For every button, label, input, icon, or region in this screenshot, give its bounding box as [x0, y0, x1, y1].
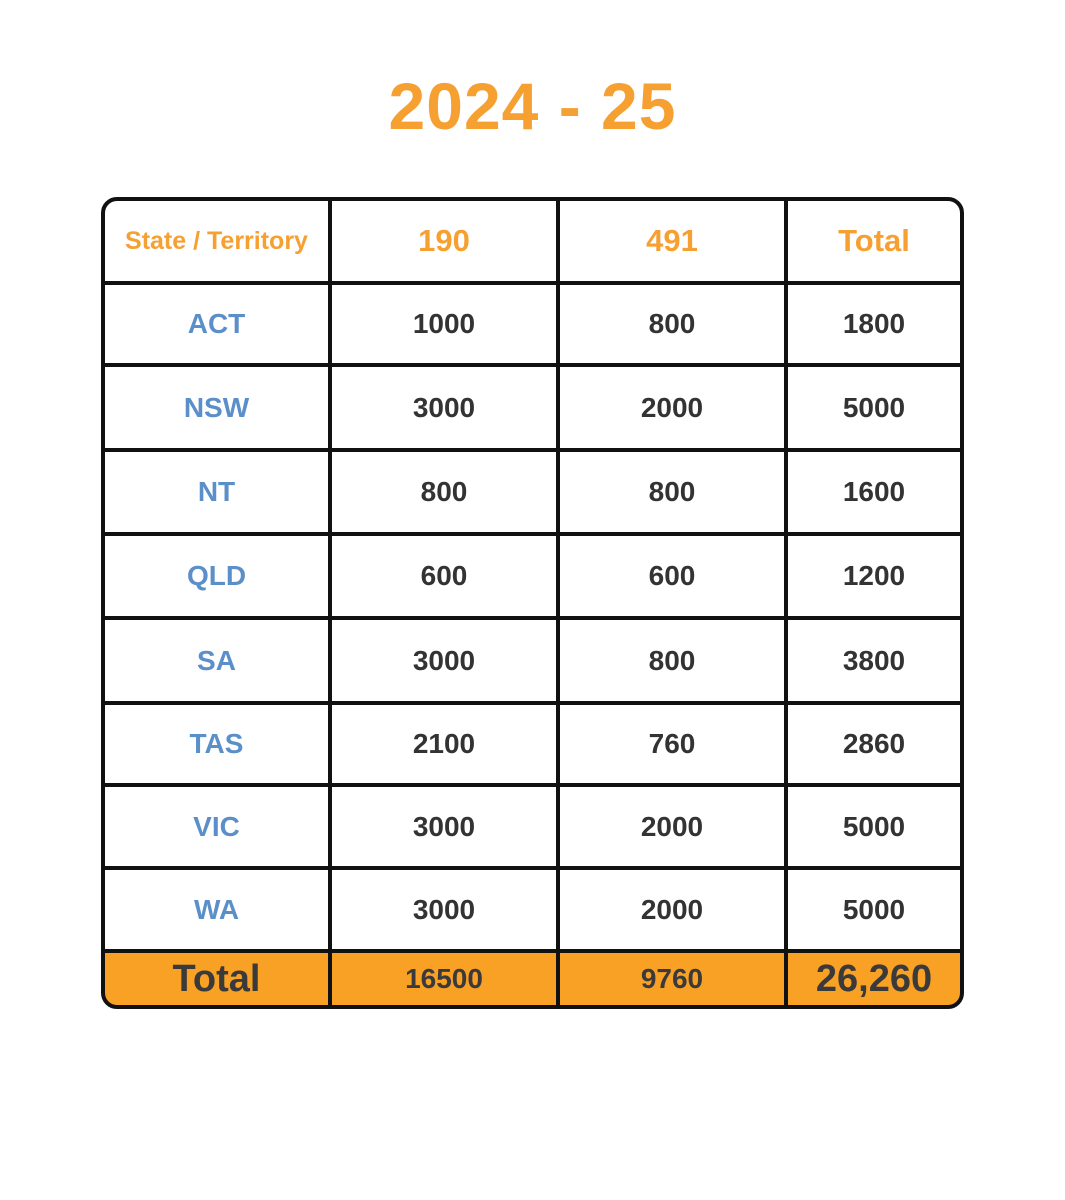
- table: State / Territory 190 491 Total ACT 1000 800 18…: [101, 197, 964, 1009]
- value-cell: 5000: [788, 870, 960, 949]
- value-cell: 760: [560, 705, 784, 783]
- value-cell: 1600: [788, 452, 960, 532]
- state-name: VIC: [105, 787, 328, 866]
- value-cell: 800: [560, 452, 784, 532]
- state-name: SA: [105, 620, 328, 701]
- header-cell: State / Territory: [105, 201, 328, 281]
- state-name: NSW: [105, 367, 328, 448]
- state-name: NT: [105, 452, 328, 532]
- value-cell: 3000: [332, 870, 556, 949]
- value-cell: 1800: [788, 285, 960, 363]
- value-cell: 800: [560, 285, 784, 363]
- value-cell: 2000: [560, 787, 784, 866]
- header-cell: 190: [332, 201, 556, 281]
- header-cell: Total: [788, 201, 960, 281]
- header-cell: 491: [560, 201, 784, 281]
- value-cell: 600: [332, 536, 556, 616]
- title: 2024 - 25: [388, 69, 677, 143]
- value-cell: 800: [560, 620, 784, 701]
- value-cell: 600: [560, 536, 784, 616]
- value-cell: 3800: [788, 620, 960, 701]
- value-cell: 800: [332, 452, 556, 532]
- value-cell: 1000: [332, 285, 556, 363]
- state-name: ACT: [105, 285, 328, 363]
- state-name: WA: [105, 870, 328, 949]
- value-cell: 3000: [332, 367, 556, 448]
- total-cell: 9760: [560, 953, 784, 1005]
- total-cell: 26,260: [788, 953, 960, 1005]
- value-cell: 1200: [788, 536, 960, 616]
- value-cell: 5000: [788, 367, 960, 448]
- value-cell: 3000: [332, 620, 556, 701]
- value-cell: 3000: [332, 787, 556, 866]
- total-cell: 16500: [332, 953, 556, 1005]
- value-cell: 2100: [332, 705, 556, 783]
- total-cell: Total: [105, 953, 328, 1005]
- value-cell: 5000: [788, 787, 960, 866]
- state-name: QLD: [105, 536, 328, 616]
- state-name: TAS: [105, 705, 328, 783]
- value-cell: 2860: [788, 705, 960, 783]
- value-cell: 2000: [560, 870, 784, 949]
- value-cell: 2000: [560, 367, 784, 448]
